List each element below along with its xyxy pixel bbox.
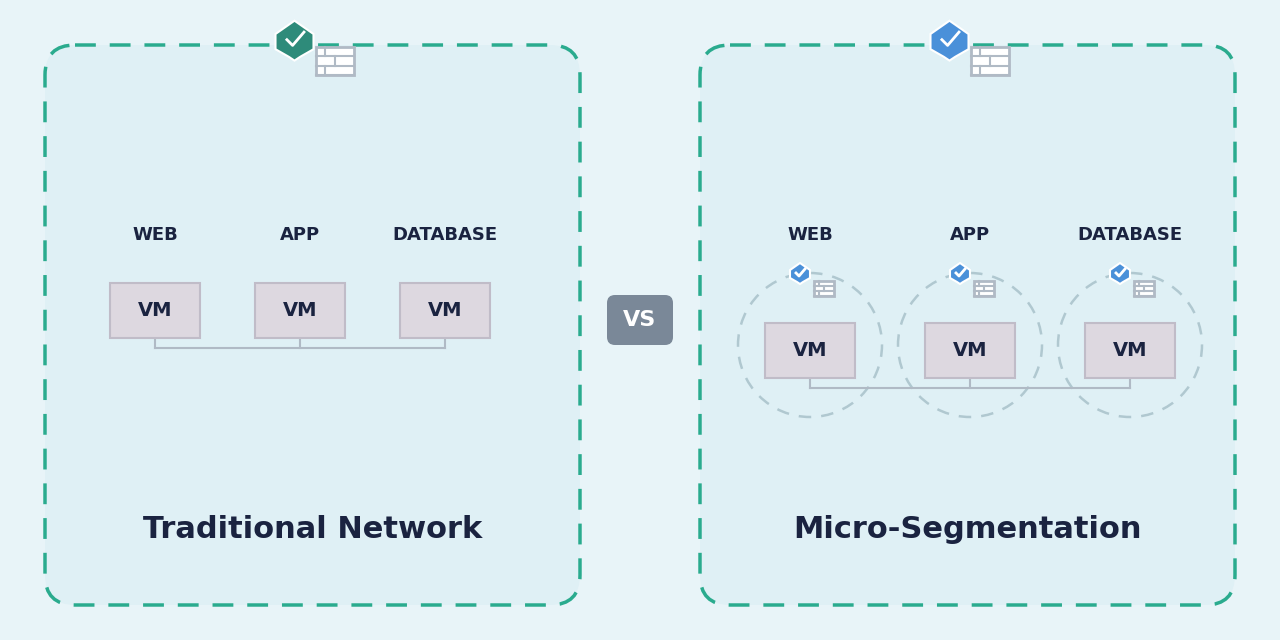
Polygon shape <box>275 20 314 61</box>
FancyBboxPatch shape <box>607 295 673 345</box>
Polygon shape <box>1110 263 1130 284</box>
FancyBboxPatch shape <box>399 282 490 337</box>
Text: VM: VM <box>138 301 173 319</box>
Text: DATABASE: DATABASE <box>393 226 498 244</box>
Polygon shape <box>790 263 810 284</box>
FancyBboxPatch shape <box>45 45 580 605</box>
Text: APP: APP <box>950 226 989 244</box>
Text: DATABASE: DATABASE <box>1078 226 1183 244</box>
FancyBboxPatch shape <box>255 282 346 337</box>
Text: VM: VM <box>952 340 987 360</box>
FancyBboxPatch shape <box>110 282 200 337</box>
FancyBboxPatch shape <box>974 280 995 296</box>
FancyBboxPatch shape <box>970 47 1009 76</box>
FancyBboxPatch shape <box>700 45 1235 605</box>
Polygon shape <box>931 20 969 61</box>
Text: WEB: WEB <box>787 226 833 244</box>
Text: VS: VS <box>623 310 657 330</box>
Text: VM: VM <box>428 301 462 319</box>
Text: Micro-Segmentation: Micro-Segmentation <box>794 515 1142 545</box>
FancyBboxPatch shape <box>765 323 855 378</box>
FancyBboxPatch shape <box>1134 280 1155 296</box>
Text: VM: VM <box>792 340 827 360</box>
Polygon shape <box>950 263 970 284</box>
Text: APP: APP <box>280 226 320 244</box>
FancyBboxPatch shape <box>814 280 835 296</box>
FancyBboxPatch shape <box>925 323 1015 378</box>
Text: Traditional Network: Traditional Network <box>143 515 483 545</box>
Text: VM: VM <box>1112 340 1147 360</box>
Text: VM: VM <box>283 301 317 319</box>
FancyBboxPatch shape <box>1085 323 1175 378</box>
Text: WEB: WEB <box>132 226 178 244</box>
FancyBboxPatch shape <box>315 47 353 76</box>
